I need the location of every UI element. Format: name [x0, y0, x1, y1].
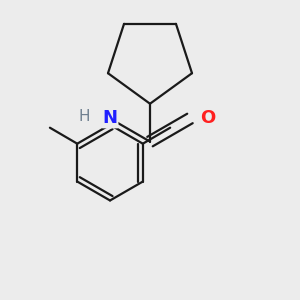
Text: O: O: [200, 110, 216, 128]
Text: H: H: [78, 109, 90, 124]
Text: N: N: [103, 110, 118, 128]
